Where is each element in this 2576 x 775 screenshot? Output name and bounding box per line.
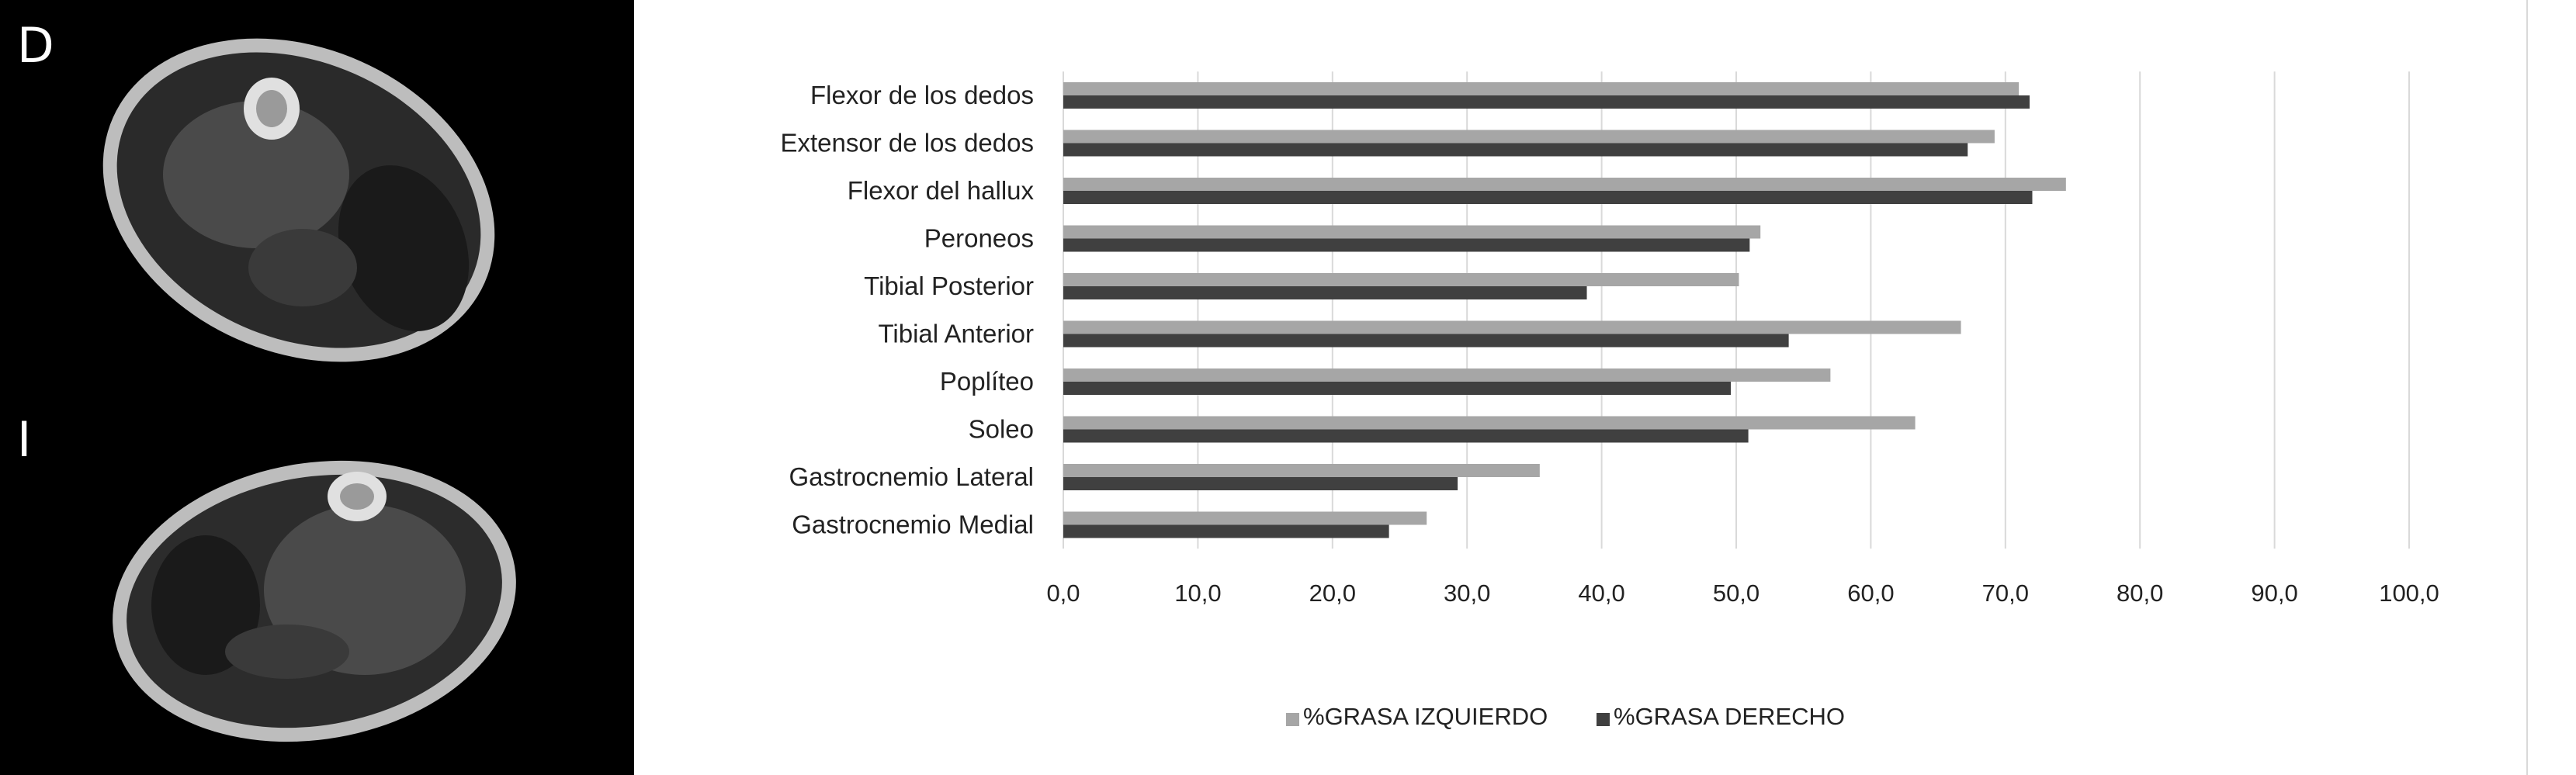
- legend-label: %GRASA DERECHO: [1614, 703, 1845, 730]
- x-tick-label: 80,0: [2117, 580, 2163, 607]
- x-tick-label: 50,0: [1713, 580, 1760, 607]
- legend-swatch: [1286, 713, 1299, 726]
- bar-grasa-derecho: [1063, 334, 1789, 348]
- category-label: Poplíteo: [940, 367, 1034, 396]
- bar-grasa-izquierdo: [1063, 511, 1427, 525]
- bar-grasa-izquierdo: [1063, 178, 2066, 191]
- x-tick-label: 60,0: [1847, 580, 1894, 607]
- bar-grasa-derecho: [1063, 286, 1587, 299]
- bar-grasa-izquierdo: [1063, 416, 1916, 430]
- x-tick-label: 100,0: [2379, 580, 2439, 607]
- x-tick-label: 90,0: [2251, 580, 2297, 607]
- bar-grasa-izquierdo: [1063, 368, 1831, 382]
- category-label: Gastrocnemio Medial: [792, 510, 1034, 539]
- panel-label-bottom: I: [17, 411, 32, 468]
- bar-grasa-izquierdo: [1063, 225, 1761, 239]
- category-label: Tibial Posterior: [864, 272, 1034, 300]
- mri-images: [102, 38, 516, 742]
- bar-grasa-izquierdo: [1063, 130, 1995, 144]
- category-label: Peroneos: [924, 224, 1034, 253]
- bar-grasa-izquierdo: [1063, 273, 1739, 286]
- category-label: Flexor del hallux: [848, 176, 1035, 205]
- bar-grasa-izquierdo: [1063, 320, 1961, 334]
- mri-image-panel: D I: [0, 0, 633, 775]
- bar-grasa-izquierdo: [1063, 82, 2020, 95]
- bar-grasa-derecho: [1063, 477, 1458, 490]
- x-tick-label: 20,0: [1309, 580, 1356, 607]
- bar-chart: Flexor de los dedos Extensor de los dedos…: [780, 0, 2528, 775]
- category-label: Flexor de los dedos: [810, 81, 1034, 109]
- category-labels: Flexor de los dedos Extensor de los dedos…: [780, 81, 1034, 539]
- bar-grasa-derecho: [1063, 143, 1968, 157]
- category-label: Soleo: [969, 415, 1034, 444]
- panel-label-top: D: [17, 17, 54, 74]
- bar-grasa-derecho: [1063, 524, 1389, 538]
- category-label: Gastrocnemio Lateral: [789, 462, 1034, 491]
- category-label: Tibial Anterior: [878, 320, 1034, 348]
- legend-label: %GRASA IZQUIERDO: [1303, 703, 1548, 730]
- x-tick-label: 0,0: [1046, 580, 1080, 607]
- bars: [1063, 82, 2066, 538]
- mri-scan-right-leg: [102, 38, 495, 362]
- bar-grasa-derecho: [1063, 429, 1749, 443]
- bar-grasa-izquierdo: [1063, 464, 1540, 477]
- x-tick-label: 10,0: [1174, 580, 1221, 607]
- legend: %GRASA IZQUIERDO %GRASA DERECHO: [1286, 703, 1845, 730]
- chart-panel: Flexor de los dedos Extensor de los dedos…: [633, 0, 2576, 775]
- legend-swatch: [1597, 713, 1610, 726]
- x-tick-label: 40,0: [1578, 580, 1624, 607]
- x-tick-label: 70,0: [1982, 580, 2029, 607]
- bar-grasa-derecho: [1063, 191, 2033, 204]
- bar-grasa-derecho: [1063, 382, 1732, 395]
- mri-scan-left-leg: [113, 460, 516, 742]
- x-tick-label: 30,0: [1444, 580, 1490, 607]
- category-label: Extensor de los dedos: [780, 129, 1034, 157]
- x-tick-labels: 0,0 10,0 20,0 30,0 40,0 50,0 60,0 70,0 80,0 90,0 1…: [1046, 580, 2439, 607]
- bar-grasa-derecho: [1063, 95, 2030, 109]
- bar-grasa-derecho: [1063, 238, 1750, 252]
